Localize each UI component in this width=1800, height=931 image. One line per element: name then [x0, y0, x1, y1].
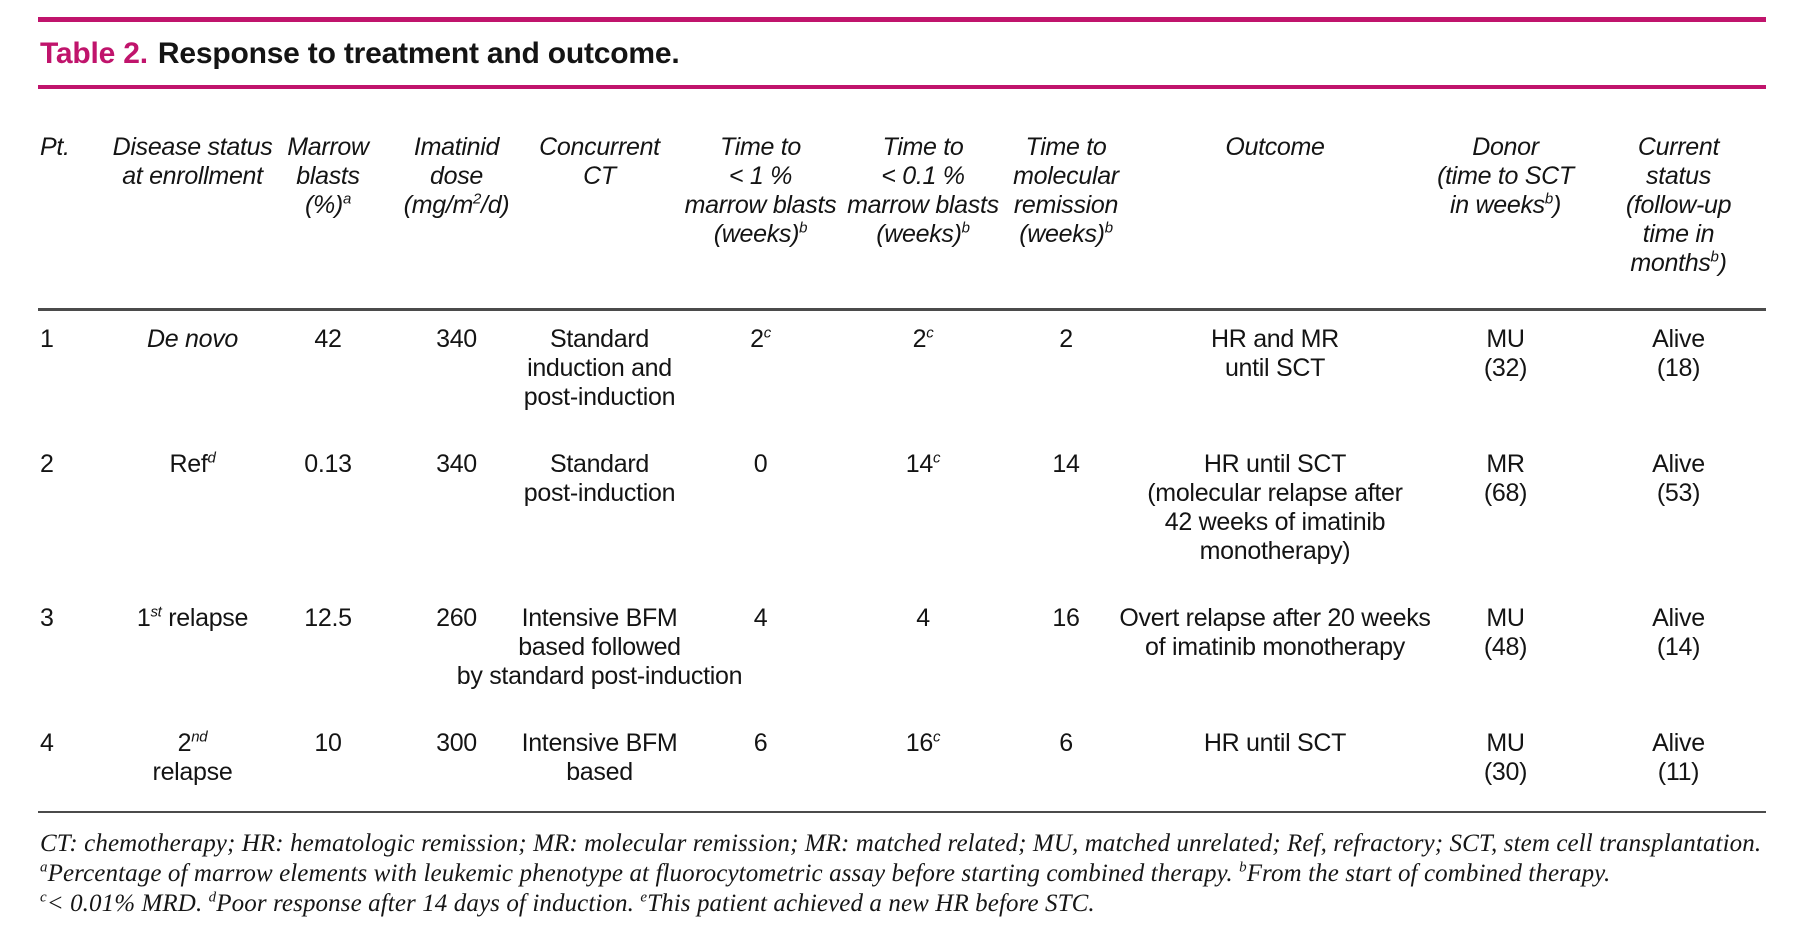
table-cell: Alive (14) [1652, 604, 1705, 661]
table-cell: HR until SCT (molecular relapse after 42… [1147, 450, 1403, 565]
table-cell: Overt relapse after 20 weeks of imatinib… [1119, 604, 1431, 661]
table-cell: 340 [436, 325, 477, 353]
column-header-4: Imatinid dose (mg/m2/d) [391, 109, 522, 311]
footnotes: CT: chemotherapy; HR: hematologic remiss… [40, 829, 1766, 919]
table-row-2: 2 Refd 0.13 340 Standard post-induction 0 14c 1… [38, 436, 1766, 590]
table-cell: 260 [436, 604, 477, 632]
table-cell: 16 [1052, 604, 1080, 632]
column-header-10: Donor (time to SCT in weeksb) [1420, 109, 1591, 311]
footnote-3: c< 0.01% MRD. dPoor response after 14 da… [40, 889, 1095, 917]
table-cell: MU (30) [1483, 729, 1528, 786]
table-number-label: Table 2. [40, 37, 148, 70]
column-header-8: Time to molecular remission (weeks)b [1002, 109, 1130, 311]
table-cell: Alive (18) [1652, 325, 1705, 382]
table-cell: 2nd relapse [152, 728, 233, 786]
column-header-11: Current status (follow-up time in months… [1591, 109, 1766, 311]
table-cell: MU (48) [1483, 604, 1528, 661]
column-header-3: Marrow blasts (%)a [265, 109, 391, 311]
table-cell: De novo [146, 325, 238, 353]
table-cell: 12.5 [304, 604, 352, 632]
table-row-1: 1 De novo 42 340 Standard induction and post… [38, 310, 1766, 437]
title-rule [38, 85, 1766, 89]
table-header: Pt. Disease status at enrollment Marrow bl… [38, 109, 1766, 311]
column-header-5: Concurrent CT [522, 109, 677, 311]
table-cell: 4 [40, 729, 54, 757]
table-cell: 6 [1059, 729, 1073, 757]
table-header-row: Pt. Disease status at enrollment Marrow bl… [38, 109, 1766, 311]
table-row-4: 4 2nd relapse 10 300 Intensive BFM based 6 16c… [38, 715, 1766, 812]
column-header-7: Time to < 0.1 % marrow blasts (weeks)b [844, 109, 1002, 311]
table-cell: 0.13 [304, 450, 352, 478]
footnote-2: aPercentage of marrow elements with leuk… [40, 859, 1611, 887]
table-cell: 1st relapse [136, 603, 249, 632]
table-cell: 1 [40, 325, 54, 353]
table-cell: MU (32) [1483, 325, 1528, 382]
table-cell: Alive (11) [1652, 729, 1705, 786]
column-header-6: Time to < 1 % marrow blasts (weeks)b [677, 109, 844, 311]
table-title: Table 2. Response to treatment and outcom… [40, 37, 1766, 71]
table-cell: 14 [1052, 450, 1080, 478]
column-header-9: Outcome [1130, 109, 1420, 311]
table-cell: HR until SCT [1203, 729, 1347, 757]
table-cell: 3 [40, 604, 54, 632]
table-cell: 0 [753, 450, 768, 478]
table-cell: MR (68) [1483, 450, 1528, 507]
table-cell: 2c [912, 324, 934, 353]
table-cell: 10 [314, 729, 342, 757]
table-cell: Alive (53) [1652, 450, 1705, 507]
table-cell: 16c [905, 728, 941, 757]
top-rule [38, 17, 1766, 22]
table-cell: Intensive BFM based followed by standard… [456, 604, 743, 690]
table-body: 1 De novo 42 340 Standard induction and post… [38, 310, 1766, 813]
table-cell: Standard induction and post-induction [523, 325, 676, 411]
table-cell: 340 [436, 450, 477, 478]
table-cell: Refd [169, 449, 216, 478]
table-cell: HR and MR until SCT [1211, 325, 1339, 382]
column-header-2: Disease status at enrollment [113, 109, 273, 311]
footnote-1: CT: chemotherapy; HR: hematologic remiss… [40, 830, 1762, 857]
table-cell: 4 [753, 604, 768, 632]
table-cell: 42 [314, 325, 342, 353]
table-cell: 2 [1059, 325, 1073, 353]
table-cell: 2 [40, 450, 54, 478]
table-cell: 2c [750, 324, 771, 353]
table-cell: 4 [916, 604, 930, 632]
table-cell: 6 [753, 729, 768, 757]
table-cell: 14c [905, 449, 941, 478]
table-row-3: 3 1st relapse 12.5 260 Intensive BFM based f… [38, 590, 1766, 715]
response-outcome-table: Pt. Disease status at enrollment Marrow bl… [38, 109, 1766, 813]
table-caption: Response to treatment and outcome. [157, 37, 680, 70]
table-cell: Intensive BFM based [521, 729, 678, 786]
table-cell: 300 [436, 729, 477, 757]
table-cell: Standard post-induction [523, 450, 676, 507]
column-header-1: Pt. [38, 109, 120, 311]
